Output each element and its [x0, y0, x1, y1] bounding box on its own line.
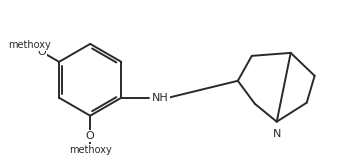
Text: O: O	[86, 131, 95, 141]
Text: methoxy: methoxy	[69, 145, 112, 155]
Text: NH: NH	[152, 93, 169, 103]
Text: N: N	[273, 129, 281, 139]
Text: methoxy: methoxy	[8, 40, 51, 50]
Text: O: O	[37, 47, 46, 57]
